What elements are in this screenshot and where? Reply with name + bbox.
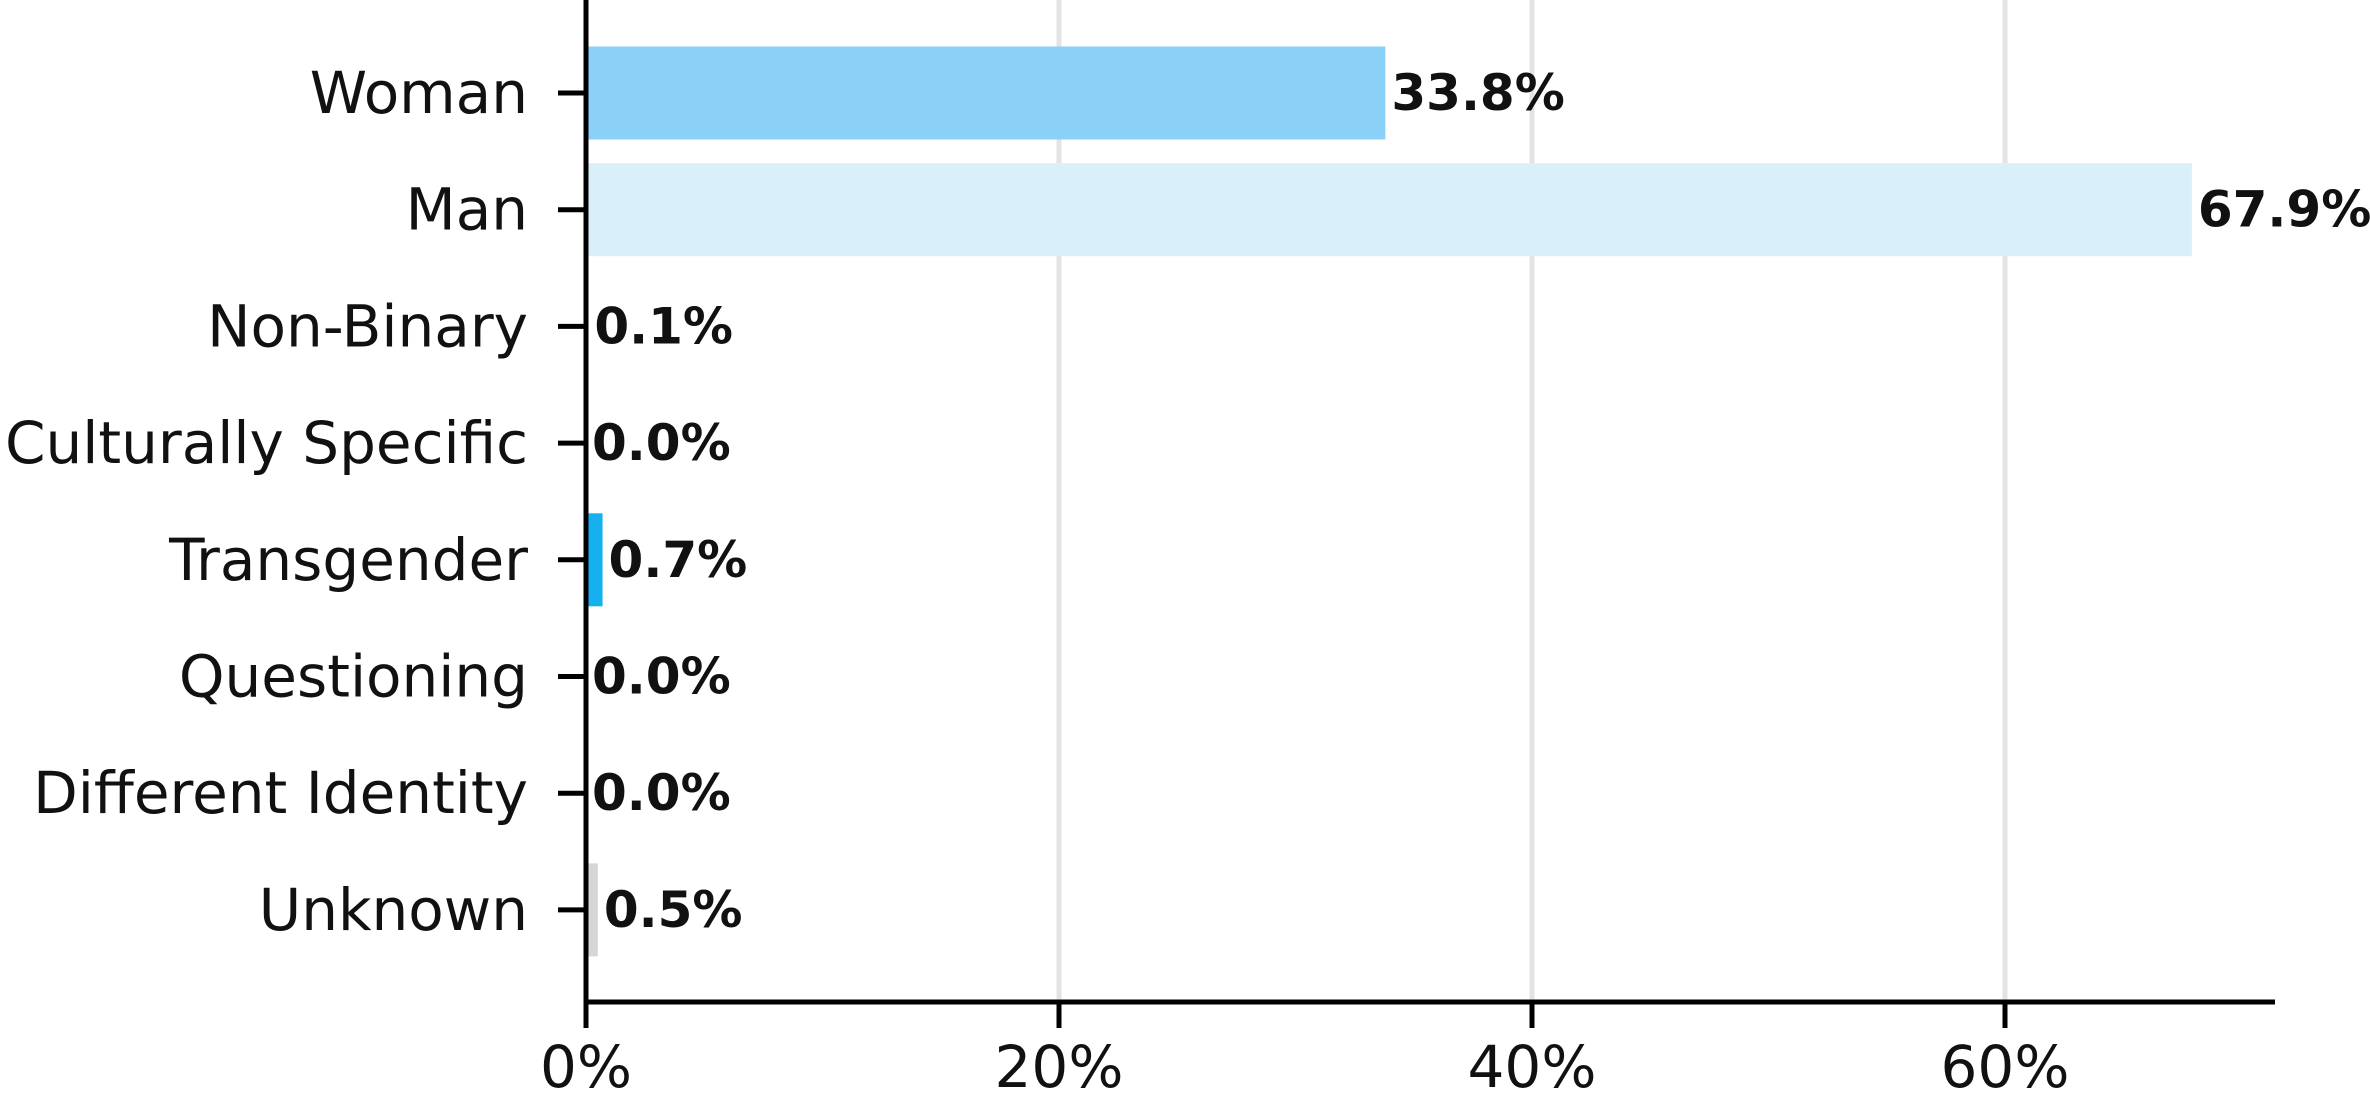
category-label: Transgender: [168, 526, 528, 594]
category-label: Woman: [310, 59, 528, 127]
data-label: 0.7%: [609, 531, 748, 589]
ticks: [558, 90, 2008, 1028]
bar: [586, 163, 2192, 257]
x-tick-label: 40%: [1468, 1033, 1597, 1101]
category-label: Non-Binary: [207, 292, 528, 360]
data-label: 33.8%: [1391, 64, 1564, 122]
category-label: Man: [406, 176, 528, 244]
data-label: 67.9%: [2198, 181, 2370, 239]
bar: [586, 513, 603, 607]
grid-lines: [1056, 0, 2008, 1002]
data-label: 0.5%: [604, 881, 743, 939]
data-label: 0.0%: [592, 764, 731, 822]
data-label: 0.0%: [592, 414, 731, 472]
category-label: Different Identity: [33, 759, 528, 827]
category-label: Culturally Specific: [5, 409, 528, 477]
x-tick-label: 60%: [1941, 1033, 2070, 1101]
x-tick-label: 0%: [540, 1033, 632, 1101]
x-tick-label: 20%: [995, 1033, 1124, 1101]
data-label: 0.1%: [594, 297, 733, 355]
category-label: Questioning: [179, 643, 528, 711]
data-label: 0.0%: [592, 648, 731, 706]
bar: [586, 46, 1386, 140]
labels: Woman 33.8% Man 67.9% Non-Binary 0.1% Cultural…: [5, 59, 2370, 1101]
bars: [586, 46, 2192, 957]
bar: [586, 863, 598, 957]
axes: [583, 0, 2275, 1005]
category-label: Unknown: [259, 876, 528, 944]
